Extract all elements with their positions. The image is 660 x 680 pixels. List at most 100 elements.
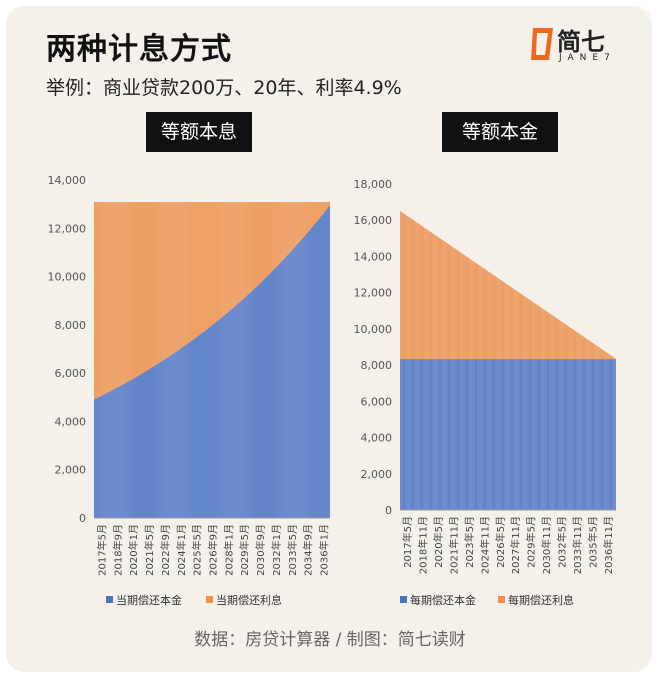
bar-interest [543, 309, 544, 360]
bar-principal [539, 359, 541, 510]
bar-interest [415, 221, 417, 360]
bar-principal [276, 266, 278, 518]
bar-interest [571, 328, 572, 360]
bar-interest [206, 201, 207, 330]
bar-principal [243, 298, 245, 518]
bar-principal [256, 286, 258, 518]
bar-principal [101, 395, 103, 518]
bar-principal [156, 364, 158, 518]
bar-interest [520, 293, 522, 360]
bar-principal [155, 365, 157, 518]
x-tick-label: 2020年5月 [432, 516, 445, 568]
bar-interest [448, 244, 450, 360]
bar-principal [490, 359, 491, 510]
bar-interest [562, 322, 564, 360]
bar-interest [292, 201, 294, 250]
bar-interest [259, 201, 261, 284]
bar-interest [231, 201, 233, 309]
bar-principal [561, 359, 562, 510]
footer-source: 数据：房贷计算器 / 制图：简七读财 [194, 630, 466, 650]
bar-principal [176, 351, 178, 518]
bar-principal [236, 304, 238, 518]
bar-interest [126, 201, 128, 383]
bar-interest [591, 342, 593, 360]
bar-principal [161, 361, 163, 518]
bar-principal [134, 377, 136, 518]
bar-interest [163, 201, 165, 360]
bar-principal [522, 359, 524, 510]
bar-interest [477, 264, 479, 360]
bar-interest [504, 282, 506, 360]
bar-principal [501, 359, 503, 510]
bar-principal [199, 334, 200, 518]
bar-principal [614, 359, 615, 510]
bar-interest [225, 201, 227, 314]
bar-principal [146, 370, 148, 518]
bar-interest [283, 201, 285, 260]
bar-principal [606, 359, 607, 510]
bar-principal [432, 359, 434, 510]
bar-interest [426, 229, 427, 360]
bar-principal [605, 359, 606, 510]
bar-principal [534, 359, 535, 510]
bar-principal [277, 265, 279, 518]
y-tick-label: 16,000 [354, 214, 393, 227]
bar-principal [513, 359, 515, 510]
bar-interest [146, 201, 148, 371]
bar-interest [256, 201, 258, 287]
bar-interest [128, 201, 130, 381]
bar-principal [242, 299, 244, 518]
bar-interest [192, 201, 194, 341]
bar-interest [183, 201, 185, 347]
bar-principal [437, 359, 439, 510]
bar-interest [578, 333, 579, 360]
bar-interest [467, 257, 469, 360]
bar-interest [522, 294, 524, 360]
bar-interest [411, 219, 413, 360]
bar-principal [573, 359, 575, 510]
bar-interest [154, 201, 156, 366]
bar-interest [460, 252, 462, 360]
bar-interest [244, 201, 246, 298]
bar-interest [471, 259, 472, 360]
bar-principal [159, 362, 161, 518]
bar-interest [566, 325, 568, 360]
bar-principal [585, 359, 587, 510]
bar-interest [187, 201, 189, 344]
bar-principal [419, 359, 421, 510]
bar-interest [603, 350, 605, 360]
bar-interest [135, 201, 137, 377]
bar-principal [187, 343, 189, 518]
bar-principal [138, 375, 140, 518]
bar-principal [169, 356, 171, 518]
bar-interest [491, 274, 493, 360]
bar-interest [459, 251, 461, 360]
bar-interest [262, 201, 264, 281]
x-tick-label: 2025年5月 [191, 524, 204, 576]
y-tick-label: 10,000 [48, 271, 87, 284]
bar-principal [425, 359, 426, 510]
bar-principal [303, 237, 305, 518]
bar-interest [400, 211, 401, 360]
bar-principal [137, 375, 139, 518]
bar-principal [400, 359, 401, 510]
bar-interest [181, 201, 183, 348]
bar-interest [560, 320, 561, 360]
bar-principal [322, 214, 323, 518]
bar-principal [499, 359, 501, 510]
bar-interest [468, 258, 470, 360]
bar-principal [318, 219, 319, 518]
bar-principal [223, 315, 225, 518]
bar-interest [452, 246, 453, 360]
bar-interest [432, 233, 434, 360]
bar-principal [509, 359, 511, 510]
bar-principal [163, 359, 165, 518]
bar-principal [519, 359, 521, 510]
bar-principal [244, 297, 246, 518]
bar-principal [319, 218, 320, 518]
bar-principal [408, 359, 409, 510]
bar-principal [124, 383, 126, 518]
bar-principal [581, 359, 583, 510]
bar-principal [195, 337, 196, 518]
bar-interest [446, 243, 448, 360]
